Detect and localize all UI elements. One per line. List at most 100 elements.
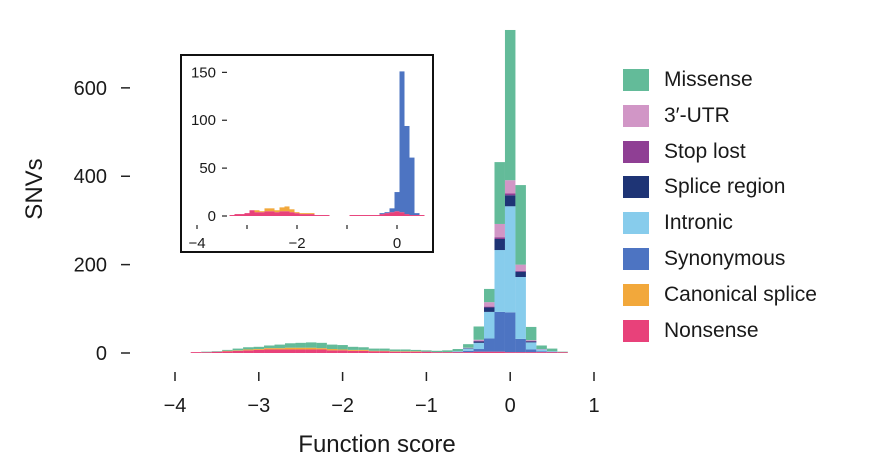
legend-item-1: 3′-UTR (623, 104, 730, 128)
inset-bar-1-11 (284, 206, 290, 212)
main-bar-7-18 (379, 348, 390, 351)
inset-x-tick-label-0: −4 (188, 235, 205, 252)
main-bar-4-28 (484, 307, 495, 312)
main-bar-2-32 (525, 349, 537, 353)
legend-item-7: Nonsense (623, 319, 759, 343)
main-bar-0-3 (222, 351, 233, 353)
main-bar-6-28 (484, 302, 495, 307)
main-bar-7-15 (347, 346, 359, 350)
main-bar-3-28 (484, 311, 495, 339)
inset-bar-0-19 (324, 215, 330, 216)
main-bar-0-23 (431, 352, 443, 353)
main-bar-1-15 (347, 349, 359, 351)
legend-item-5: Synonymous (623, 247, 785, 271)
inset-bar-0-4 (249, 210, 255, 216)
inset-bar-2-29 (394, 192, 400, 212)
main-bar-4-31 (515, 271, 526, 277)
main-bar-4-32 (525, 341, 537, 343)
main-bar-7-35 (557, 351, 568, 353)
main-bar-1-7 (264, 348, 275, 350)
main-bar-5-27 (473, 341, 485, 342)
main-bar-6-32 (525, 340, 537, 342)
main-bar-0-16 (358, 350, 369, 353)
main-bar-0-34 (546, 352, 558, 353)
main-bar-7-11 (305, 342, 317, 348)
main-bar-0-12 (316, 349, 327, 353)
main-bar-0-14 (337, 350, 348, 353)
inset-bar-0-0 (229, 215, 235, 216)
legend-item-6: Canonical splice (623, 283, 817, 307)
x-tick-label-4: 0 (505, 395, 516, 417)
main-bar-6-30 (504, 180, 516, 194)
inset-bar-0-7 (264, 211, 270, 216)
inset-bar-0-26 (379, 214, 385, 216)
main-bar-7-4 (232, 348, 244, 351)
legend-item-4: Intronic (623, 211, 733, 235)
main-bar-0-15 (347, 350, 359, 353)
inset-bar-2-27 (384, 212, 390, 214)
main-bar-6-26 (463, 347, 474, 349)
main-bar-5-30 (504, 193, 516, 196)
inset-bar-1-7 (264, 208, 270, 212)
main-bar-7-12 (316, 342, 327, 349)
main-bar-0-33 (536, 352, 547, 353)
inset-bar-0-6 (259, 212, 265, 216)
main-bar-4-29 (494, 238, 505, 251)
main-bar-6-31 (515, 264, 526, 271)
main-bar-0-25 (452, 352, 464, 353)
main-bar-7-9 (284, 343, 296, 348)
main-bar-7-34 (546, 348, 558, 352)
x-tick-label-3: −1 (415, 395, 438, 417)
inset-bars (229, 71, 425, 216)
inset-bar-1-6 (259, 211, 265, 213)
main-bar-7-26 (463, 344, 474, 348)
main-bar-7-17 (368, 348, 380, 351)
legend-swatch (623, 140, 649, 163)
main-bar-7-33 (536, 345, 547, 350)
inset-bar-0-16 (309, 214, 315, 216)
inset-bar-0-33 (414, 215, 420, 216)
main-bar-0-32 (525, 352, 537, 353)
main-bar-1-12 (316, 348, 327, 350)
inset-bar-1-8 (269, 208, 275, 212)
main-bar-0-8 (274, 349, 285, 353)
x-tick-label-1: −3 (247, 395, 270, 417)
main-bar-0-11 (305, 349, 317, 353)
main-bar-0-28 (484, 351, 495, 353)
legend-swatch (623, 248, 649, 270)
main-bar-3-27 (473, 342, 485, 350)
main-bar-5-32 (525, 341, 537, 342)
legend-item-3: Splice region (623, 175, 785, 199)
main-bar-4-27 (473, 341, 485, 343)
main-bar-0-31 (515, 352, 526, 353)
main-bar-2-26 (463, 350, 474, 353)
main-bar-0-30 (504, 352, 516, 353)
legend-label: Canonical splice (664, 282, 817, 306)
main-bar-1-13 (326, 349, 338, 351)
inset-bar-1-14 (299, 213, 305, 215)
main-bar-0-20 (400, 351, 411, 353)
main-bar-0-13 (326, 350, 338, 353)
main-bar-1-21 (410, 351, 422, 352)
main-bar-0-5 (243, 350, 254, 353)
main-bar-6-33 (536, 349, 547, 350)
inset-bar-0-28 (389, 212, 395, 216)
main-bar-1-11 (305, 347, 317, 350)
inset-frame (180, 54, 434, 253)
main-bar-6-27 (473, 339, 485, 342)
legend-label: Stop lost (664, 139, 746, 163)
main-bar-7-5 (243, 347, 254, 350)
main-bar-7-29 (494, 162, 505, 224)
main-bar-0-22 (421, 351, 432, 353)
main-bar-1-17 (368, 350, 380, 352)
main-bar-0-17 (368, 351, 380, 353)
inset-plot: −4 −2 0 0 50 100 150 (180, 54, 434, 253)
inset-bar-1-12 (289, 209, 295, 213)
legend-label: Splice region (664, 175, 786, 199)
inset-bar-1-15 (304, 213, 310, 215)
inset-bar-0-23 (364, 215, 370, 216)
legend-swatch (623, 283, 649, 306)
y-axis-label: SNVs (21, 158, 48, 219)
main-bar-7-1 (201, 351, 212, 353)
main-bar-0-1 (201, 352, 212, 353)
